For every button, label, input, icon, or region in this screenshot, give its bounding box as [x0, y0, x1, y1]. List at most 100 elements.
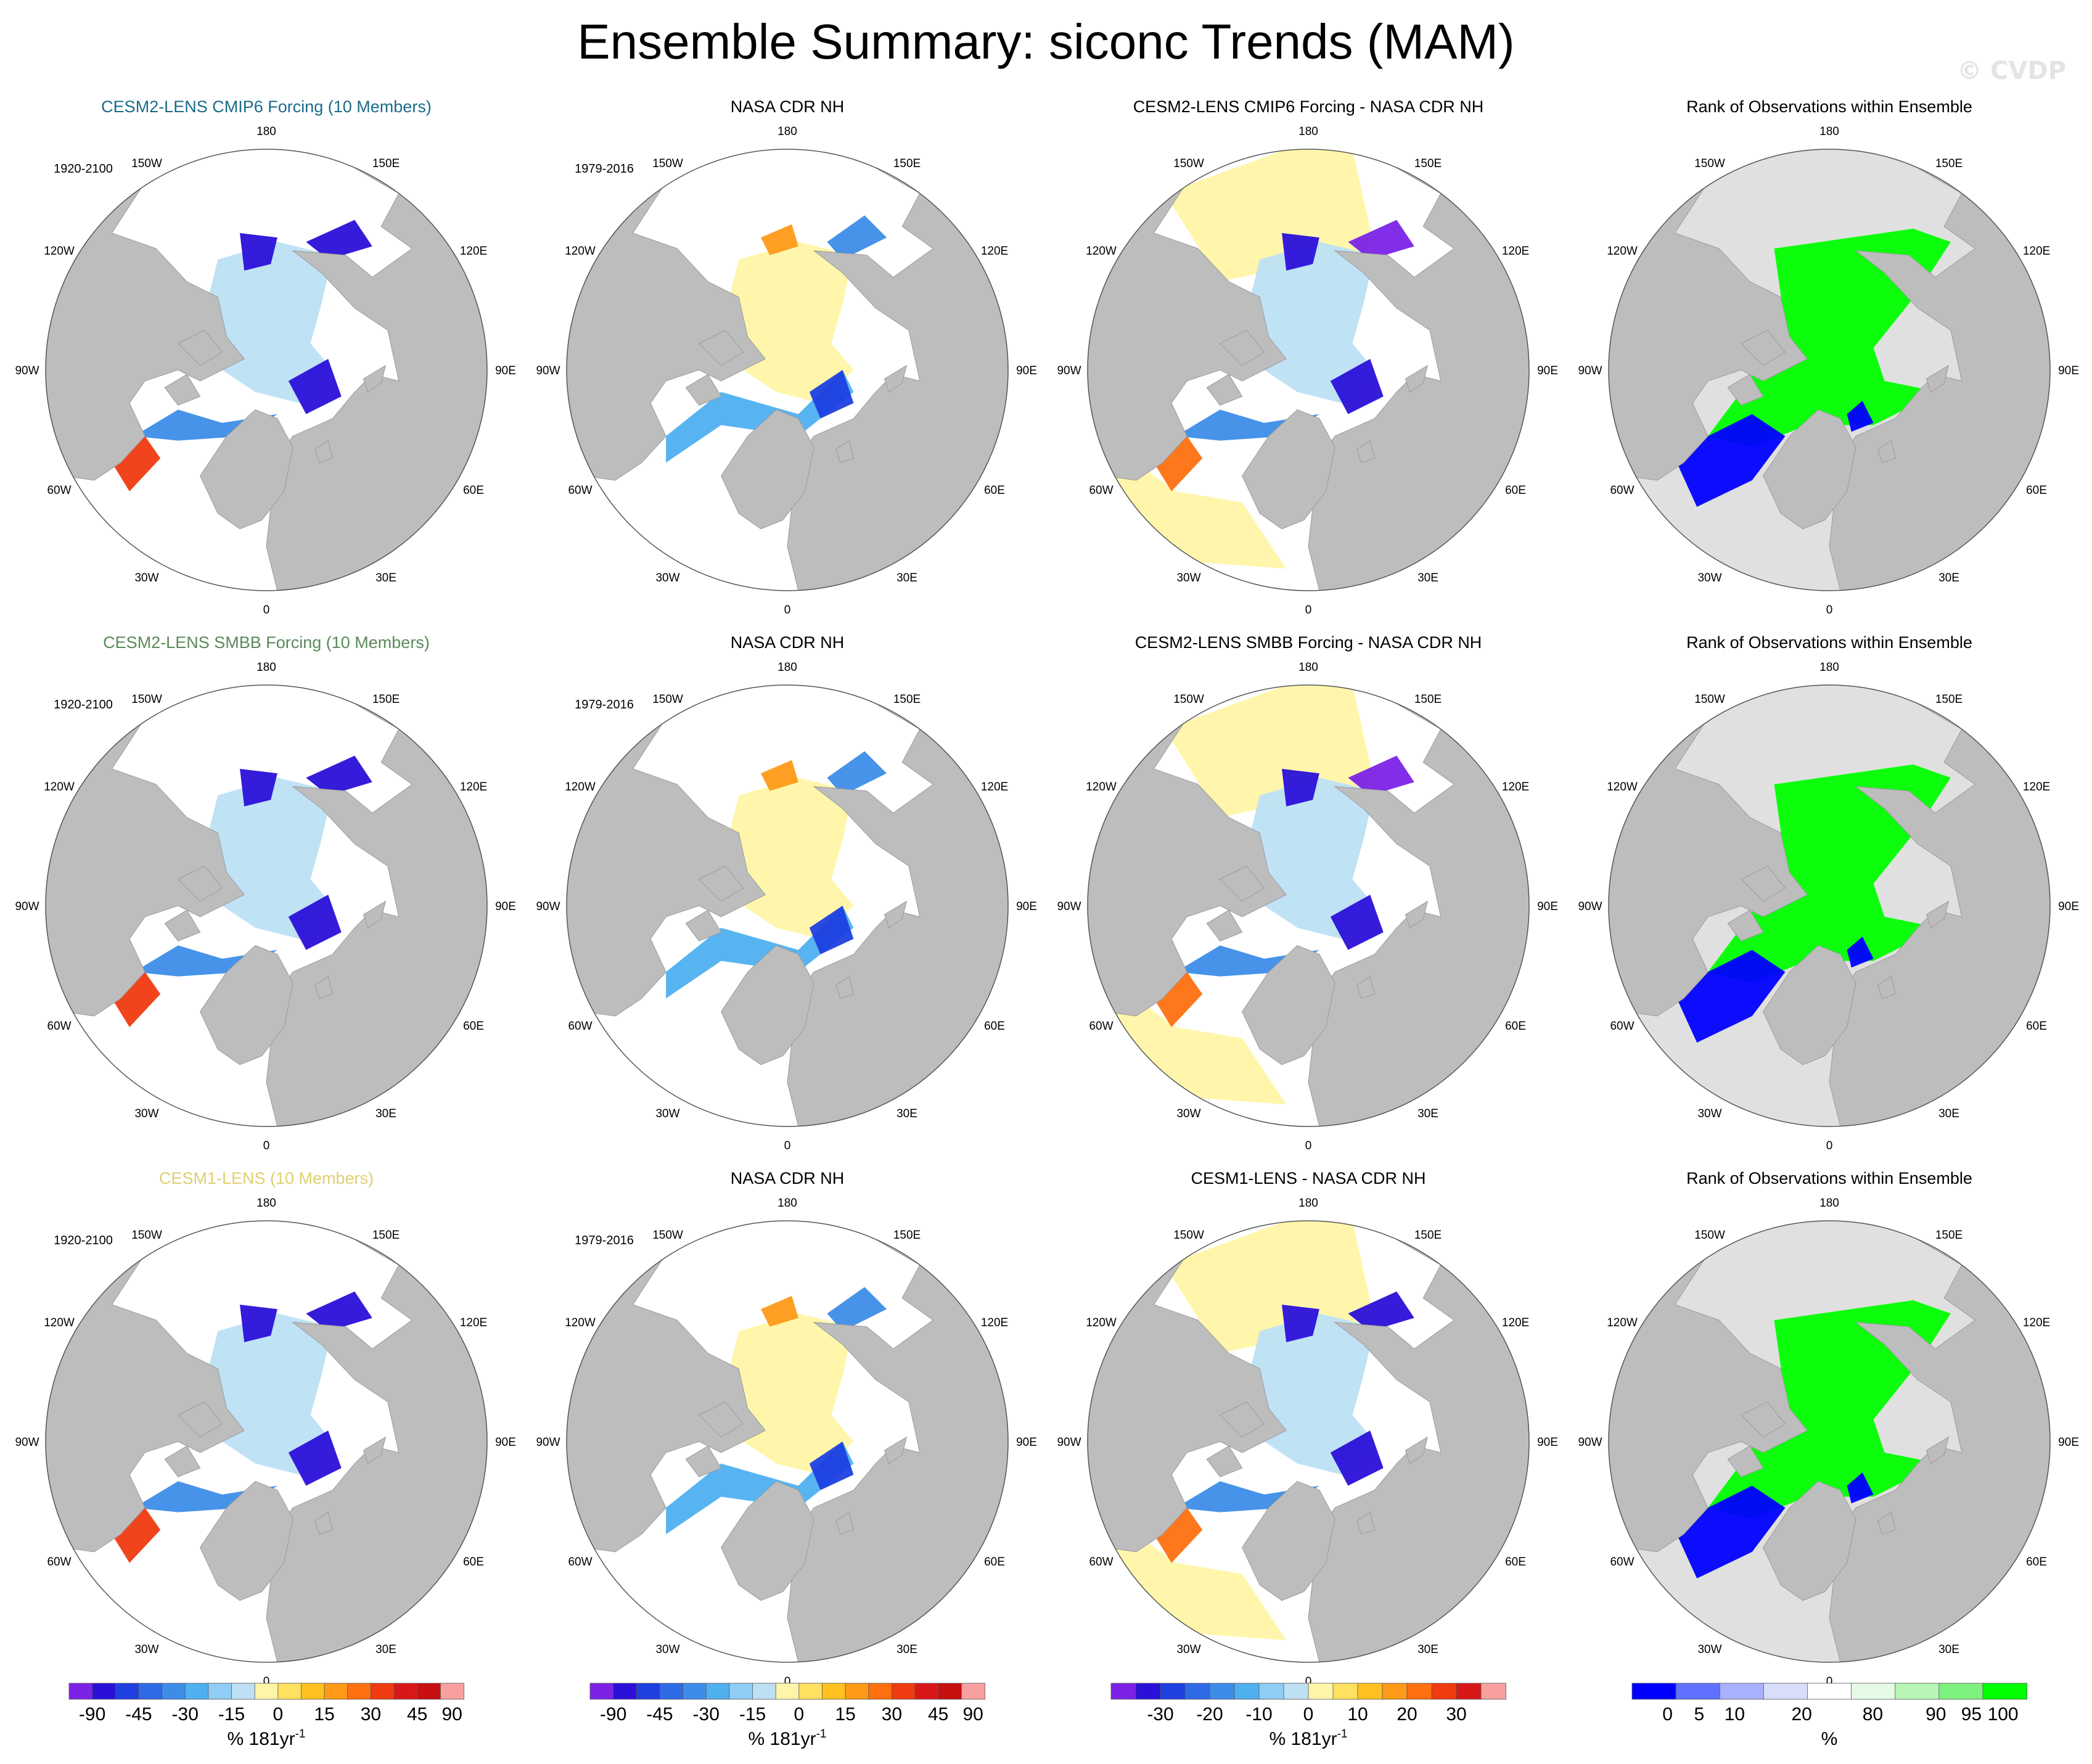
- colorbar-swatch: [1456, 1683, 1482, 1700]
- sea-ice-trend-region: [1282, 233, 1319, 271]
- land-mass: [1308, 685, 1529, 1126]
- land-mass: [266, 149, 487, 591]
- longitude-label: 90W: [15, 364, 39, 377]
- sea-ice-trend-region: [1847, 937, 1874, 968]
- longitude-label: 120E: [981, 1316, 1008, 1329]
- land-mass: [1877, 1511, 1896, 1535]
- sea-ice-trend-region: [112, 436, 161, 491]
- longitude-label: 150E: [1414, 693, 1442, 706]
- colorbar-tick-label: -10: [1245, 1704, 1272, 1725]
- longitude-label: 180: [1298, 1197, 1318, 1210]
- land-mass: [787, 149, 1008, 591]
- land-mass: [1088, 685, 1287, 1017]
- longitude-label: 180: [256, 661, 276, 674]
- sea-ice-trend-region: [1348, 1291, 1414, 1331]
- period-label: 1979-2016: [575, 1234, 634, 1247]
- land-mass: [1356, 1511, 1375, 1535]
- colorbar-swatch: [1160, 1683, 1186, 1700]
- longitude-label: 30E: [1417, 1643, 1438, 1656]
- colorbar-swatch: [1719, 1683, 1765, 1700]
- land-mass: [164, 909, 201, 941]
- longitude-label: 90W: [1578, 1436, 1602, 1449]
- longitude-label: 0: [1826, 1675, 1833, 1688]
- land-mass: [1206, 909, 1243, 941]
- longitude-label: 90E: [1537, 900, 1558, 913]
- colorbar-swatch: [417, 1683, 441, 1700]
- land-mass: [1609, 149, 1808, 481]
- longitude-label: 120W: [565, 1316, 596, 1329]
- difference-title: CESM2-LENS CMIP6 Forcing - NASA CDR NH: [1133, 97, 1484, 116]
- longitude-label: 150E: [1935, 157, 1963, 170]
- colorbar-swatch: [68, 1683, 93, 1700]
- map-panel-r1-c4: 180 150E 120E 90E 60E 30E 0 30W 60W 90W 120W 150W: [1578, 125, 2078, 617]
- sea-ice-trend-region: [761, 1295, 798, 1327]
- sea-ice-trend-region: [1330, 1430, 1384, 1486]
- colorbar-swatch: [683, 1683, 707, 1700]
- colorbar-swatch: [1938, 1683, 1983, 1700]
- land-mass: [567, 1221, 766, 1553]
- longitude-label: 30E: [1938, 572, 1959, 585]
- longitude-label: 150W: [1173, 693, 1204, 706]
- colorbar-swatch: [892, 1683, 916, 1700]
- longitude-label: 180: [1298, 661, 1318, 674]
- land-mass: [835, 1511, 854, 1535]
- land-mass: [46, 149, 245, 481]
- land-mass: [1219, 329, 1265, 366]
- longitude-label: 60E: [984, 1020, 1005, 1033]
- colorbar-swatch: [636, 1683, 660, 1700]
- longitude-label: 150W: [652, 157, 683, 170]
- longitude-label: 30W: [1697, 1643, 1721, 1656]
- longitude-label: 120W: [1607, 781, 1638, 794]
- longitude-label: 150W: [131, 1229, 162, 1242]
- sea-ice-trend-region: [666, 370, 854, 463]
- land-mass: [1609, 1221, 1808, 1553]
- longitude-label: 120E: [981, 245, 1008, 258]
- colorbar-swatch: [961, 1683, 985, 1700]
- sea-ice-trend-region: [1154, 1508, 1203, 1563]
- longitude-label: 120W: [565, 245, 596, 258]
- colorbar-tick-label: 5: [1694, 1704, 1704, 1725]
- longitude-label: 60E: [984, 484, 1005, 497]
- land-mass: [1727, 1445, 1764, 1477]
- rank-title: Rank of Observations within Ensemble: [1686, 633, 1972, 652]
- colorbar-swatch: [1135, 1683, 1161, 1700]
- land-mass: [363, 364, 387, 393]
- land-mass: [787, 685, 1008, 1126]
- land-mass: [164, 1445, 201, 1477]
- longitude-label: 150E: [372, 157, 400, 170]
- land-mass: [314, 975, 333, 999]
- longitude-label: 0: [263, 1675, 270, 1688]
- longitude-label: 120W: [44, 781, 75, 794]
- colorbar-swatch: [1332, 1683, 1358, 1700]
- colorbar-tick-label: -20: [1196, 1704, 1223, 1725]
- longitude-label: 120W: [1607, 1316, 1638, 1329]
- land-mass: [1763, 409, 1856, 530]
- land-mass: [1405, 900, 1429, 929]
- colorbar-swatch: [1895, 1683, 1940, 1700]
- colorbar-tick-label: 15: [314, 1704, 334, 1725]
- land-mass: [1926, 900, 1950, 929]
- longitude-label: 60W: [47, 484, 71, 497]
- colorbar-swatch: [301, 1683, 325, 1700]
- land-mass: [1763, 945, 1856, 1065]
- map-panel-r3-c4: 180 150E 120E 90E 60E 30E 0 30W 60W 90W 120W 150W: [1578, 1197, 2078, 1688]
- sea-ice-trend-region: [1708, 764, 1951, 983]
- sea-ice-trend-region: [288, 1430, 342, 1486]
- land-mass: [884, 900, 908, 929]
- period-label: 1920-2100: [54, 1234, 113, 1247]
- land-mass: [177, 1401, 223, 1438]
- colorbar-tick-label: 0: [1303, 1704, 1314, 1725]
- longitude-label: 90W: [15, 900, 39, 913]
- longitude-label: 90E: [495, 1436, 516, 1449]
- longitude-label: 150W: [652, 693, 683, 706]
- longitude-label: 120E: [460, 781, 487, 794]
- longitude-label: 60E: [1505, 1556, 1526, 1569]
- land-mass: [1088, 149, 1287, 481]
- sea-ice-trend-region: [666, 906, 854, 999]
- longitude-label: 150E: [893, 1229, 921, 1242]
- land-mass: [46, 1221, 245, 1553]
- longitude-label: 150W: [1173, 1229, 1204, 1242]
- colorbar-tick-label: 80: [1863, 1704, 1883, 1725]
- sea-ice-trend-region: [666, 1442, 854, 1535]
- longitude-label: 120E: [1502, 781, 1529, 794]
